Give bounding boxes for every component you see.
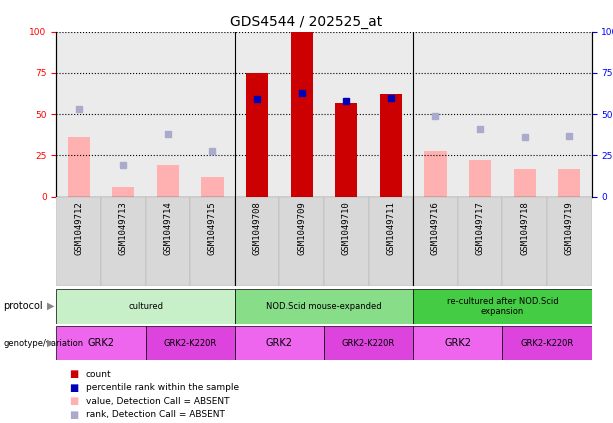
Text: genotype/variation: genotype/variation	[3, 338, 83, 348]
Bar	[190, 197, 235, 286]
Text: GDS4544 / 202525_at: GDS4544 / 202525_at	[230, 15, 383, 29]
Bar	[514, 169, 536, 197]
Bar	[502, 32, 547, 197]
Bar	[458, 32, 502, 197]
Bar	[145, 32, 190, 197]
Text: percentile rank within the sample: percentile rank within the sample	[86, 383, 239, 393]
Bar	[469, 160, 491, 197]
Bar	[56, 32, 101, 197]
Text: GRK2-K220R: GRK2-K220R	[164, 338, 217, 348]
Text: GSM1049709: GSM1049709	[297, 201, 306, 255]
Text: GRK2: GRK2	[444, 338, 471, 348]
Bar	[413, 289, 592, 324]
Text: GSM1049716: GSM1049716	[431, 201, 440, 255]
Bar	[291, 32, 313, 197]
Text: re-cultured after NOD.Scid
expansion: re-cultured after NOD.Scid expansion	[446, 297, 558, 316]
Bar	[157, 165, 179, 197]
Text: GSM1049708: GSM1049708	[253, 201, 262, 255]
Bar	[324, 197, 368, 286]
Text: rank, Detection Call = ABSENT: rank, Detection Call = ABSENT	[86, 410, 225, 420]
Bar	[413, 32, 458, 197]
Bar	[235, 197, 280, 286]
Bar	[145, 197, 190, 286]
Text: GSM1049719: GSM1049719	[565, 201, 574, 255]
Text: GRK2: GRK2	[266, 338, 293, 348]
Text: GSM1049710: GSM1049710	[342, 201, 351, 255]
Bar	[280, 197, 324, 286]
Bar	[368, 32, 413, 197]
Text: NOD.Scid mouse-expanded: NOD.Scid mouse-expanded	[266, 302, 382, 311]
Text: ▶: ▶	[47, 338, 55, 348]
Text: value, Detection Call = ABSENT: value, Detection Call = ABSENT	[86, 397, 229, 406]
Bar	[246, 73, 268, 197]
Bar	[503, 326, 592, 360]
Bar	[201, 177, 224, 197]
Text: GSM1049711: GSM1049711	[386, 201, 395, 255]
Text: GSM1049715: GSM1049715	[208, 201, 217, 255]
Bar	[379, 94, 402, 197]
Bar	[145, 326, 235, 360]
Text: GRK2-K220R: GRK2-K220R	[342, 338, 395, 348]
Text: GRK2-K220R: GRK2-K220R	[520, 338, 574, 348]
Text: GRK2: GRK2	[88, 338, 115, 348]
Bar	[235, 289, 413, 324]
Bar	[235, 32, 280, 197]
Bar	[235, 326, 324, 360]
Text: GSM1049718: GSM1049718	[520, 201, 529, 255]
Bar	[502, 197, 547, 286]
Bar	[424, 151, 447, 197]
Bar	[324, 32, 368, 197]
Text: count: count	[86, 370, 112, 379]
Text: ■: ■	[69, 383, 78, 393]
Bar	[67, 137, 90, 197]
Text: GSM1049712: GSM1049712	[74, 201, 83, 255]
Bar	[413, 197, 458, 286]
Bar	[458, 197, 502, 286]
Bar	[547, 197, 592, 286]
Bar	[112, 187, 134, 197]
Bar	[101, 32, 145, 197]
Text: GSM1049713: GSM1049713	[119, 201, 128, 255]
Bar	[56, 326, 145, 360]
Bar	[335, 103, 357, 197]
Bar	[413, 326, 502, 360]
Text: GSM1049717: GSM1049717	[476, 201, 484, 255]
Bar	[324, 326, 413, 360]
Text: cultured: cultured	[128, 302, 163, 311]
Text: ■: ■	[69, 410, 78, 420]
Bar	[280, 32, 324, 197]
Text: ▶: ▶	[47, 301, 55, 311]
Text: protocol: protocol	[3, 301, 43, 311]
Bar	[56, 289, 235, 324]
Text: ■: ■	[69, 369, 78, 379]
Bar	[547, 32, 592, 197]
Text: GSM1049714: GSM1049714	[164, 201, 172, 255]
Bar	[190, 32, 235, 197]
Bar	[558, 169, 581, 197]
Bar	[101, 197, 145, 286]
Bar	[56, 197, 101, 286]
Bar	[368, 197, 413, 286]
Text: ■: ■	[69, 396, 78, 407]
